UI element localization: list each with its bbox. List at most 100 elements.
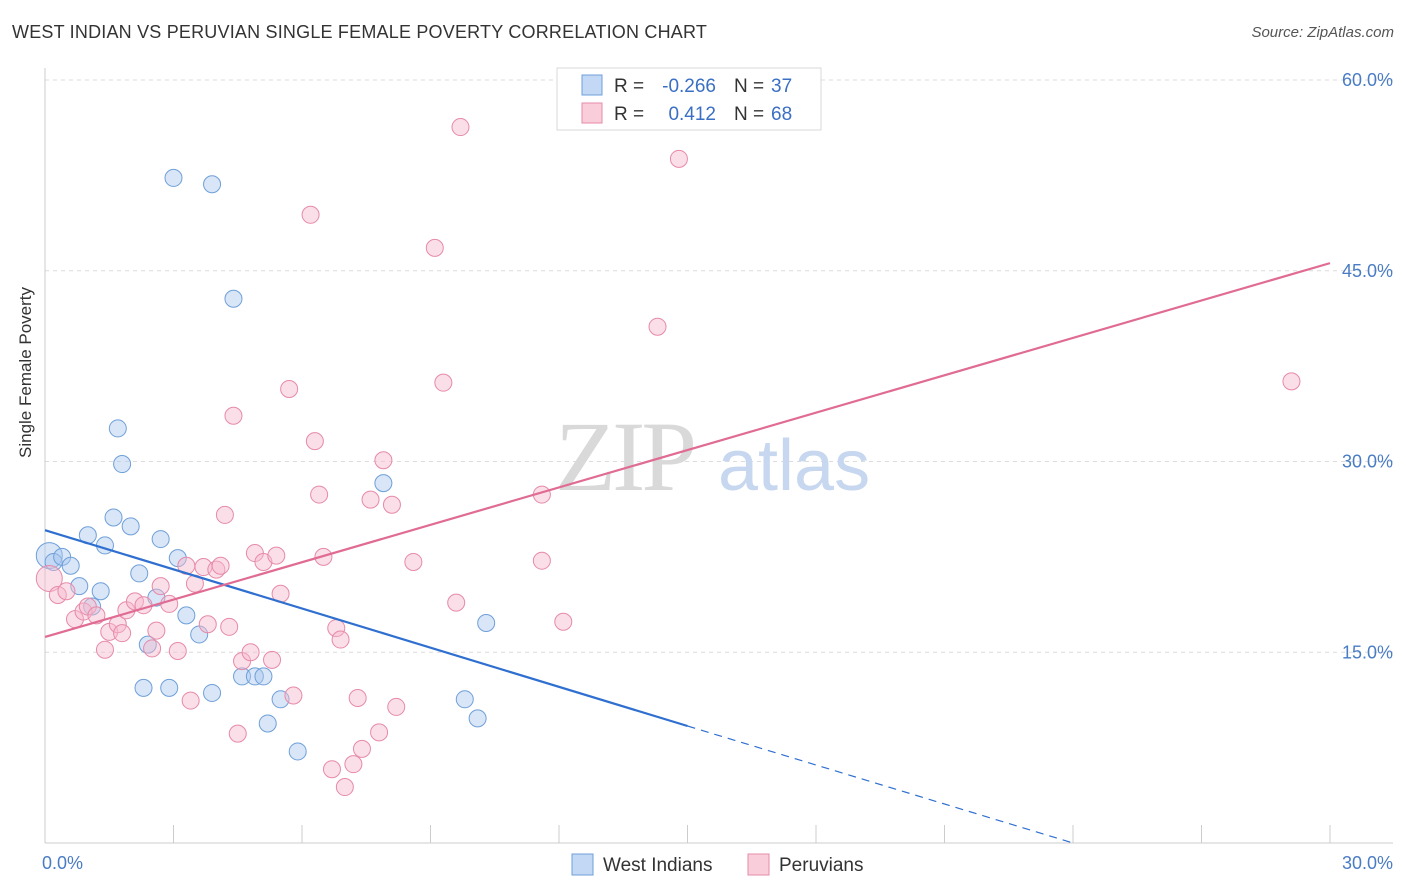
- west-indian-point: [224, 289, 243, 308]
- peruvian-point: [241, 643, 260, 662]
- peruvian-point: [215, 505, 234, 524]
- watermark: ZIP atlas: [555, 401, 870, 512]
- legend-n-label: N =: [734, 76, 764, 97]
- peruvian-point: [335, 778, 354, 797]
- x-tick-label: 0.0%: [42, 853, 83, 873]
- peruvian-point: [151, 577, 170, 596]
- peruvian-point: [554, 612, 573, 631]
- peruvian-point: [35, 564, 63, 592]
- peruvian-point: [447, 593, 466, 612]
- peruvian-point: [95, 640, 114, 659]
- legend-swatch: [581, 102, 603, 124]
- y-tick-label: 45.0%: [1342, 261, 1393, 281]
- legend-r-value: -0.266: [662, 76, 716, 97]
- peruvian-point: [220, 617, 239, 636]
- data-points: [35, 118, 1301, 797]
- west-indian-trend-line: [44, 529, 688, 728]
- legend-r-label: R =: [614, 104, 644, 125]
- gridlines: [45, 79, 1393, 653]
- peruvian-point: [48, 586, 67, 605]
- peruvian-point: [382, 495, 401, 514]
- west-indian-point: [455, 690, 474, 709]
- west-indian-point: [160, 678, 179, 697]
- peruvian-point: [211, 556, 230, 575]
- legend-n-value: 68: [771, 104, 792, 125]
- peruvian-point: [374, 451, 393, 470]
- peruvian-point: [267, 546, 286, 565]
- peruvian-point: [57, 582, 76, 601]
- west-indian-point: [91, 582, 110, 601]
- west-indian-point: [254, 667, 273, 686]
- peruvian-point: [648, 317, 667, 336]
- west-indian-point: [288, 742, 307, 761]
- series-legend-label: West Indians: [603, 855, 712, 876]
- peruvian-point: [370, 723, 389, 742]
- peruvian-point: [198, 615, 217, 634]
- west-indian-trend-extension: [687, 725, 1074, 844]
- west-indian-point: [233, 667, 252, 686]
- west-indian-point: [258, 714, 277, 733]
- y-tick-label: 30.0%: [1342, 452, 1393, 472]
- trend-lines: [44, 262, 1331, 844]
- peruvian-point: [322, 760, 341, 779]
- west-indian-point: [44, 552, 63, 571]
- watermark-zip: ZIP: [555, 401, 693, 512]
- west-indian-point: [104, 508, 123, 527]
- peruvian-point: [263, 650, 282, 669]
- west-indian-point: [374, 474, 393, 493]
- peruvian-point: [284, 686, 303, 705]
- chart-title: WEST INDIAN VS PERUVIAN SINGLE FEMALE PO…: [12, 22, 708, 42]
- west-indian-point: [164, 168, 183, 187]
- peruvian-point: [331, 630, 350, 649]
- peruvian-point: [280, 380, 299, 399]
- legend-n-value: 37: [771, 76, 792, 97]
- peruvian-point: [344, 755, 363, 774]
- west-indian-point: [151, 530, 170, 549]
- peruvian-point: [352, 739, 371, 758]
- axes: [44, 68, 1393, 844]
- peruvian-trend-line: [44, 262, 1331, 639]
- peruvian-point: [387, 697, 406, 716]
- source-credit: Source: ZipAtlas.com: [1251, 24, 1394, 41]
- series-legend-swatch: [571, 853, 594, 876]
- watermark-atlas: atlas: [718, 426, 870, 506]
- peruvian-point: [224, 406, 243, 425]
- peruvian-point: [425, 238, 444, 257]
- y-tick-label: 60.0%: [1342, 70, 1393, 90]
- peruvian-point: [348, 689, 367, 708]
- peruvian-point: [181, 691, 200, 710]
- peruvian-point: [147, 621, 166, 640]
- peruvian-point: [669, 149, 688, 168]
- west-indian-point: [130, 564, 149, 583]
- series-legend-label: Peruvians: [779, 855, 864, 876]
- west-indian-point: [203, 175, 222, 194]
- west-indian-point: [177, 606, 196, 625]
- peruvian-point: [143, 639, 162, 658]
- legend-r-label: R =: [614, 76, 644, 97]
- west-indian-point: [108, 419, 127, 438]
- peruvian-point: [87, 606, 106, 625]
- x-tick-label: 30.0%: [1342, 853, 1393, 873]
- peruvian-point: [301, 205, 320, 224]
- peruvian-point: [168, 641, 187, 660]
- peruvian-point: [305, 432, 324, 451]
- west-indian-point: [468, 709, 487, 728]
- west-indian-point: [477, 614, 496, 633]
- west-indian-point: [203, 683, 222, 702]
- legend-n-label: N =: [734, 104, 764, 125]
- west-indian-point: [113, 455, 132, 474]
- legend-r-value: 0.412: [668, 104, 716, 125]
- peruvian-point: [113, 624, 132, 643]
- peruvian-point: [310, 485, 329, 504]
- stats-legend: R = -0.266 N = 37 R = 0.412 N = 68: [556, 67, 822, 131]
- west-indian-point: [121, 517, 140, 536]
- y-tick-label: 15.0%: [1342, 642, 1393, 662]
- peruvian-point: [451, 118, 470, 137]
- west-indian-point: [61, 556, 80, 575]
- legend-swatch: [581, 74, 603, 96]
- peruvian-point: [228, 724, 247, 743]
- peruvian-point: [361, 490, 380, 509]
- series-legend: West Indians Peruvians: [571, 853, 864, 876]
- peruvian-point: [404, 552, 423, 571]
